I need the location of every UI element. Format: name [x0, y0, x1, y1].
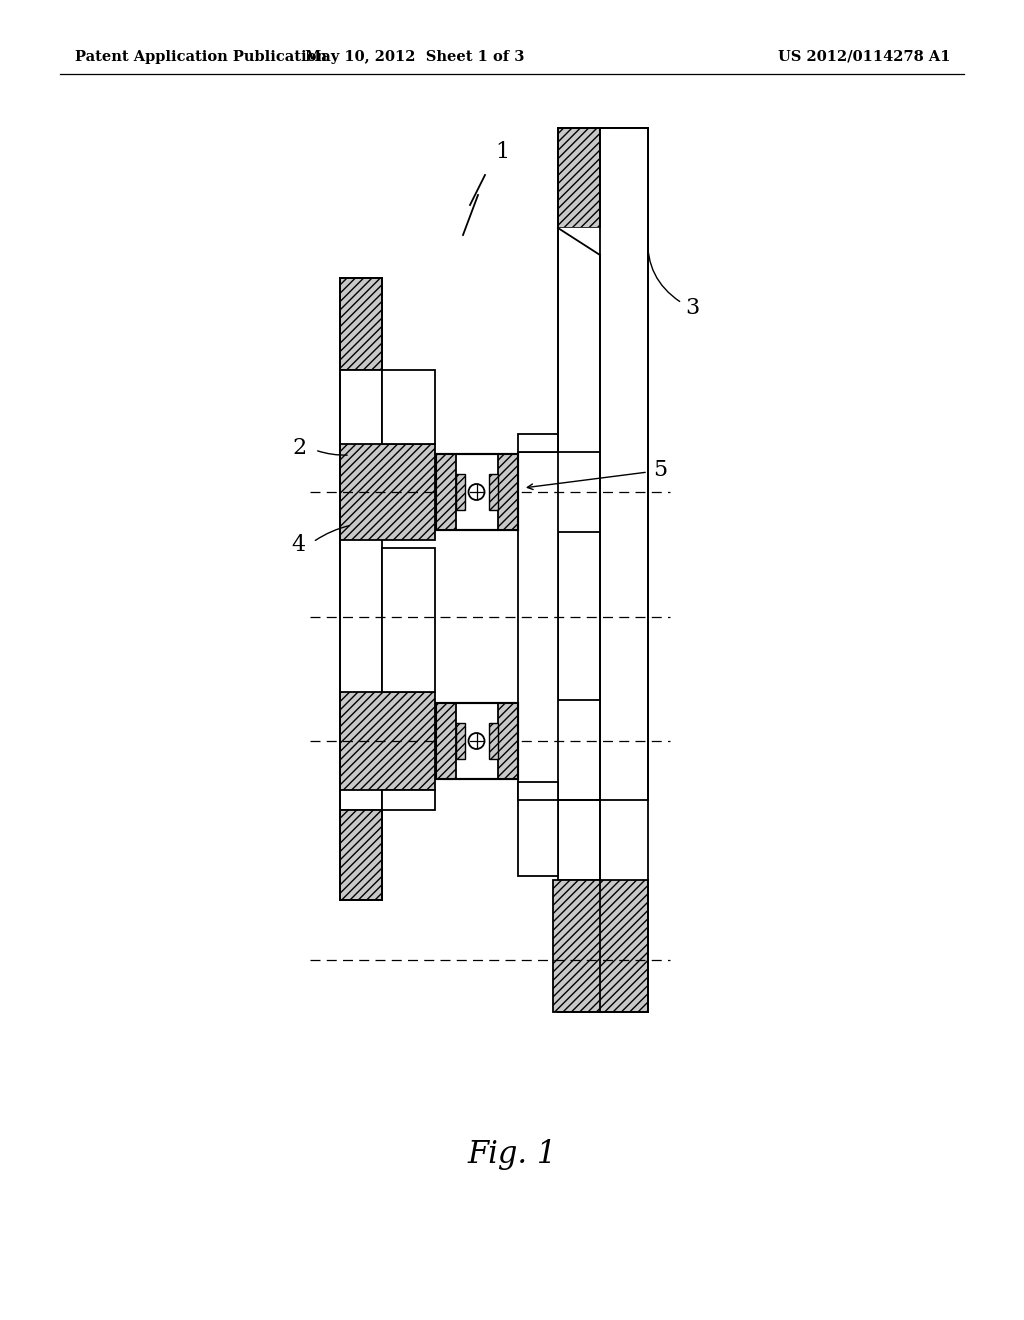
Polygon shape: [558, 228, 600, 255]
Text: Fig. 1: Fig. 1: [467, 1139, 557, 1171]
Bar: [558, 800, 600, 880]
Text: 3: 3: [685, 297, 699, 319]
Text: 1: 1: [495, 141, 509, 162]
Bar: [382, 370, 435, 444]
Circle shape: [469, 733, 484, 748]
Bar: [435, 704, 456, 779]
Bar: [518, 451, 558, 876]
Bar: [340, 370, 382, 810]
Bar: [518, 434, 558, 451]
Bar: [518, 781, 558, 800]
Bar: [382, 548, 435, 692]
Bar: [340, 692, 435, 789]
Bar: [558, 532, 600, 700]
Bar: [488, 723, 498, 759]
Bar: [456, 474, 465, 510]
Bar: [558, 128, 648, 228]
Bar: [435, 704, 517, 779]
Circle shape: [469, 484, 484, 500]
Text: 4: 4: [291, 535, 305, 556]
Bar: [435, 704, 517, 779]
Bar: [340, 444, 435, 540]
Bar: [435, 454, 517, 531]
Text: US 2012/0114278 A1: US 2012/0114278 A1: [777, 50, 950, 63]
Bar: [553, 880, 648, 1012]
Bar: [340, 279, 382, 370]
Bar: [340, 810, 382, 900]
Bar: [558, 228, 600, 451]
Bar: [498, 454, 517, 531]
Bar: [382, 789, 435, 810]
Bar: [435, 454, 517, 531]
Bar: [435, 454, 456, 531]
Bar: [456, 723, 465, 759]
Text: May 10, 2012  Sheet 1 of 3: May 10, 2012 Sheet 1 of 3: [305, 50, 524, 63]
Text: Patent Application Publication: Patent Application Publication: [75, 50, 327, 63]
Text: 5: 5: [653, 459, 667, 480]
Text: 2: 2: [293, 437, 307, 459]
Bar: [488, 474, 498, 510]
Bar: [600, 128, 648, 800]
Bar: [498, 704, 517, 779]
